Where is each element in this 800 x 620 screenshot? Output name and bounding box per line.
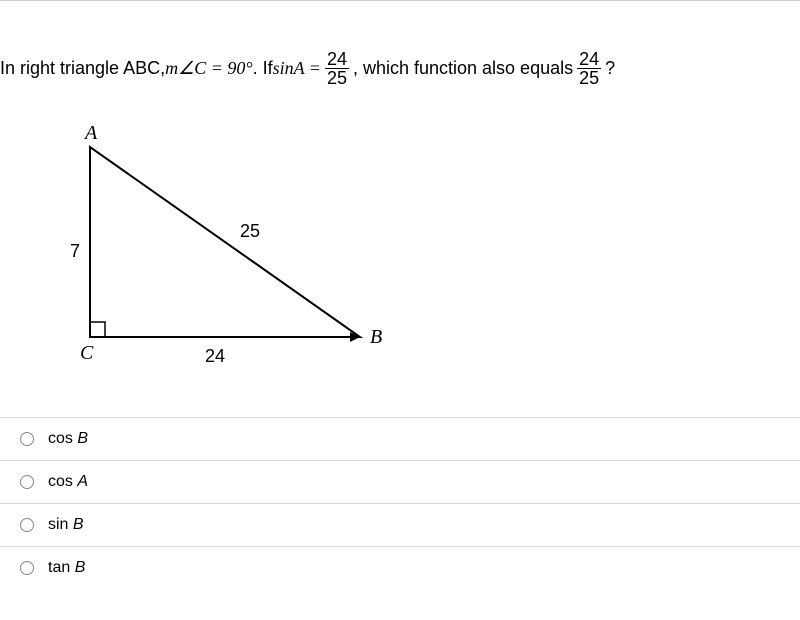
answer-options: cos B cos A sin B tan B: [0, 417, 800, 589]
svg-text:7: 7: [70, 241, 80, 261]
option-0[interactable]: cos B: [0, 417, 800, 460]
question-part2: . If: [253, 58, 273, 79]
radio-icon[interactable]: [20, 432, 34, 446]
question-part1: In right triangle ABC,: [0, 58, 165, 79]
option-label: cos A: [48, 473, 88, 491]
option-label: sin B: [48, 516, 84, 534]
sin-expression: sinA =: [273, 58, 321, 79]
svg-text:C: C: [80, 342, 94, 364]
option-3[interactable]: tan B: [0, 546, 800, 589]
option-1[interactable]: cos A: [0, 460, 800, 503]
top-divider: [0, 0, 800, 1]
svg-text:25: 25: [240, 221, 260, 241]
triangle-svg: A C B 7 24 25: [30, 117, 430, 397]
option-2[interactable]: sin B: [0, 503, 800, 546]
fraction-2: 24 25: [577, 50, 601, 87]
question-part3: , which function also equals: [353, 58, 573, 79]
angle-expression: m∠C = 90°: [165, 58, 253, 79]
radio-icon[interactable]: [20, 561, 34, 575]
svg-text:B: B: [370, 326, 382, 348]
svg-text:A: A: [83, 122, 98, 144]
triangle-diagram: A C B 7 24 25: [30, 117, 430, 397]
radio-icon[interactable]: [20, 475, 34, 489]
svg-text:24: 24: [205, 346, 225, 366]
option-label: tan B: [48, 559, 85, 577]
radio-icon[interactable]: [20, 518, 34, 532]
option-label: cos B: [48, 430, 88, 448]
fraction-1: 24 25: [325, 50, 349, 87]
question-part4: ?: [605, 58, 615, 79]
question-text: In right triangle ABC, m∠C = 90° . If si…: [0, 20, 800, 97]
